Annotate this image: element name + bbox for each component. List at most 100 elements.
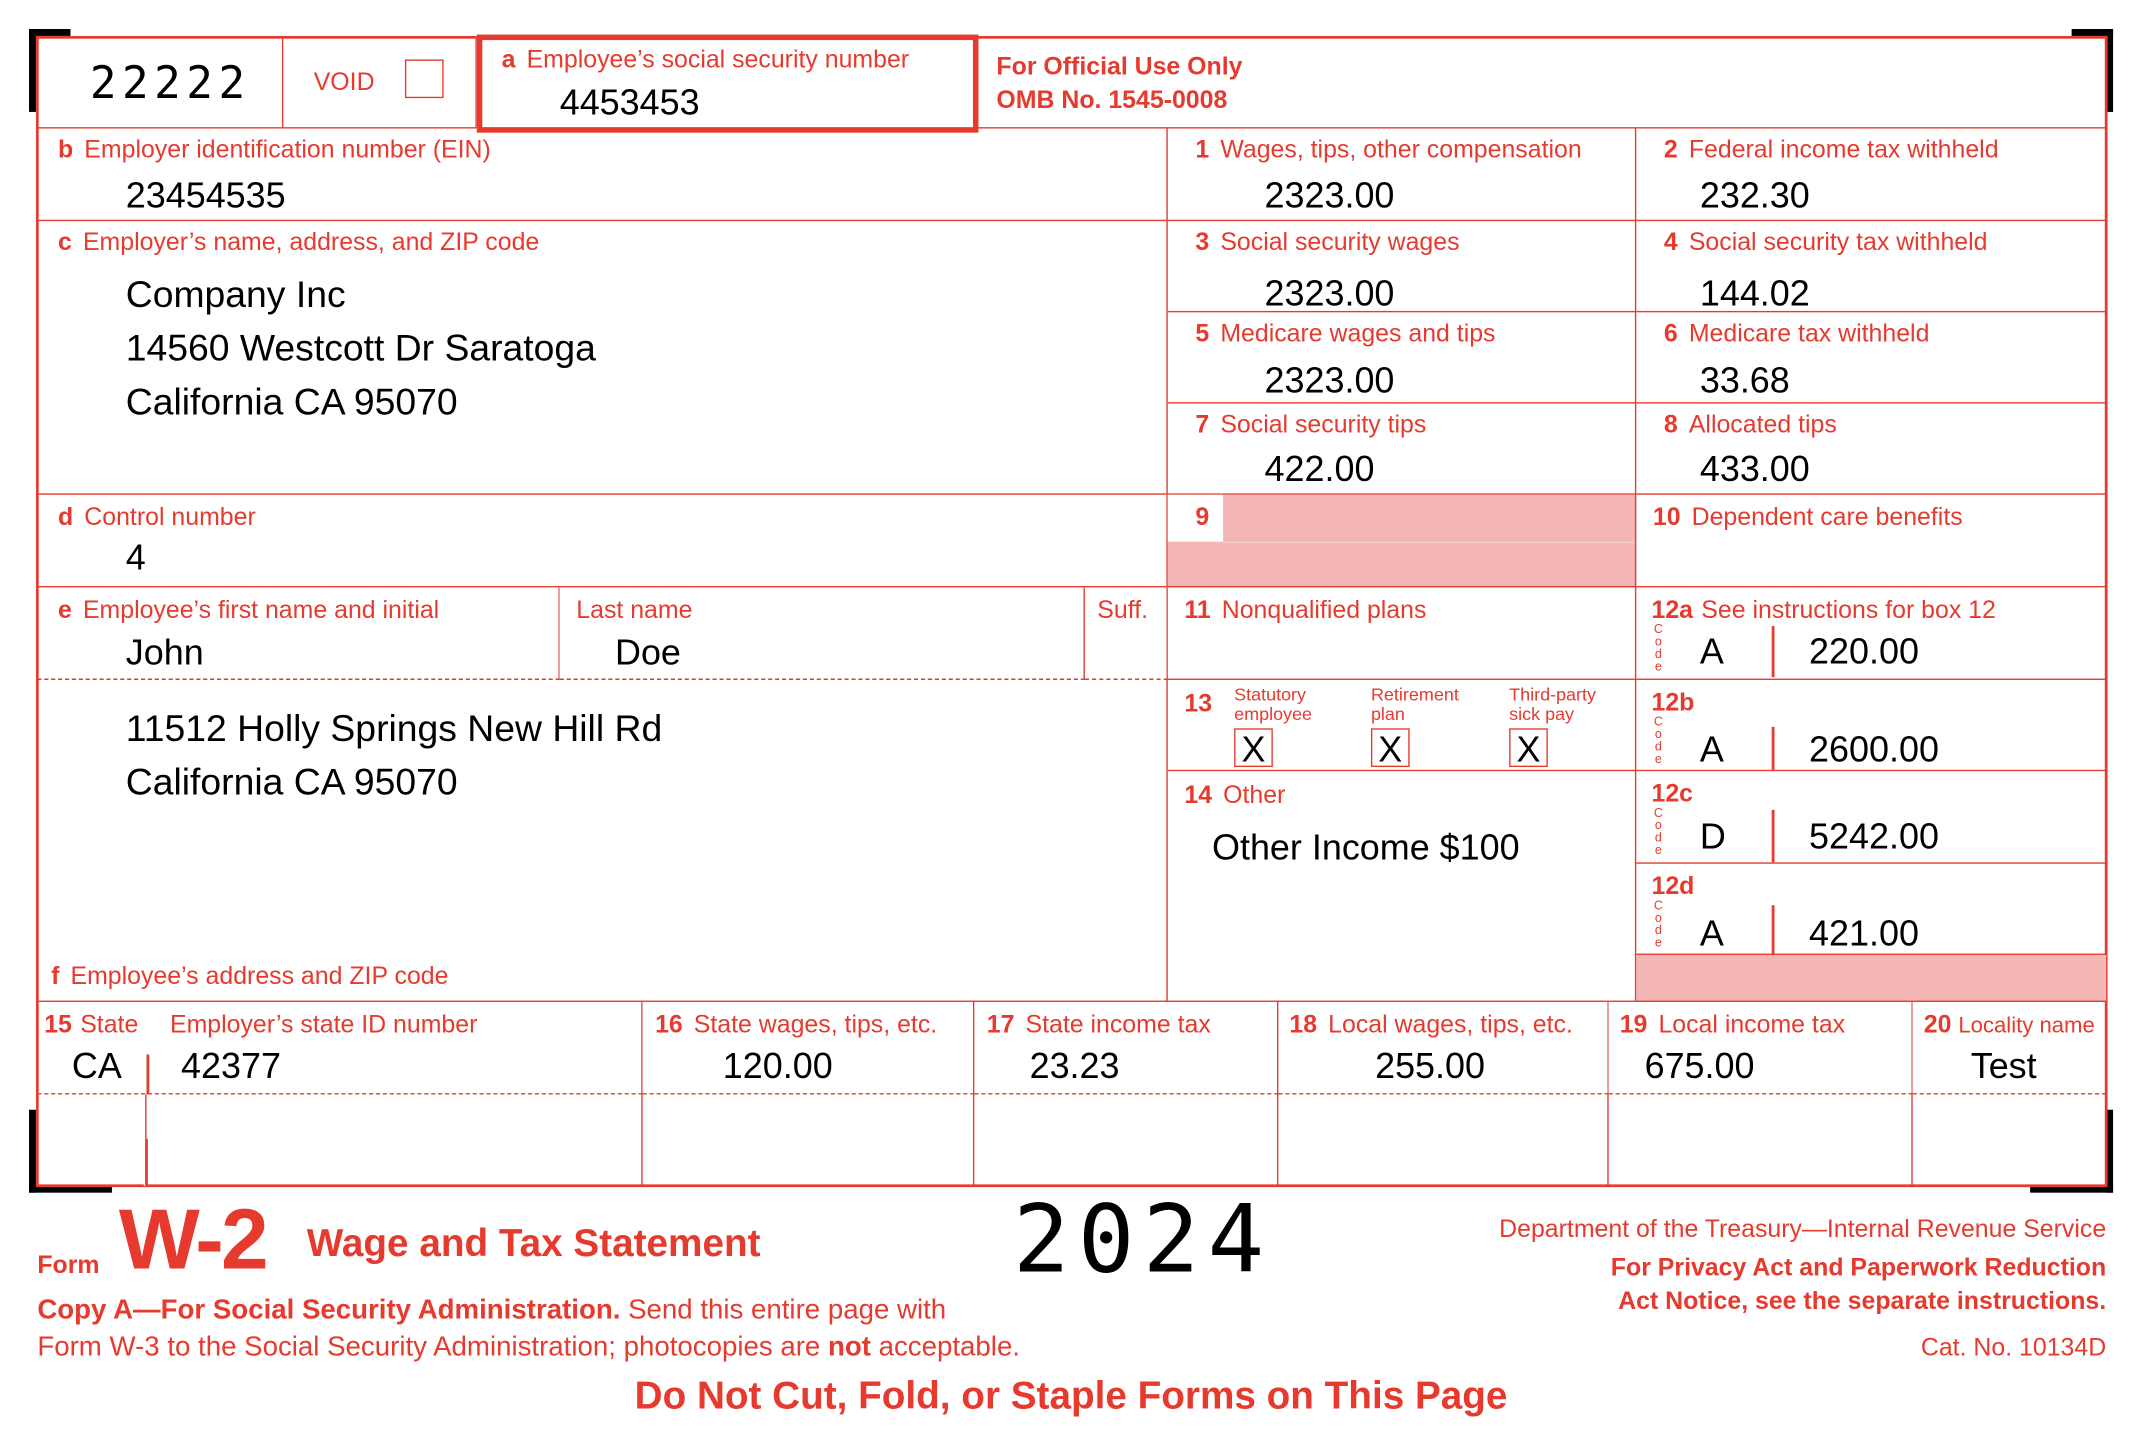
- box-f-label: Employee’s address and ZIP code: [70, 961, 449, 990]
- employee-last-name-cell: Last name Doe: [559, 587, 1085, 680]
- employer-city-zip[interactable]: California CA 95070: [125, 381, 458, 423]
- box-number: 14: [1184, 780, 1213, 809]
- box-1-value[interactable]: 2323.00: [1264, 174, 1395, 216]
- box-e-letter: e: [58, 595, 72, 624]
- retirement-plan-label: Retirement plan: [1370, 684, 1459, 725]
- box-18-row2[interactable]: [1278, 1094, 1609, 1186]
- corner-mark: [2030, 1185, 2114, 1193]
- tax-year: 2024: [1013, 1185, 1273, 1295]
- box-4-value[interactable]: 144.02: [1699, 272, 1810, 314]
- box-number: 1: [1195, 135, 1210, 164]
- employer-name[interactable]: Company Inc: [125, 273, 346, 316]
- box-number: 12d: [1651, 872, 1695, 900]
- box-3-value[interactable]: 2323.00: [1264, 272, 1395, 314]
- box-18-value[interactable]: 255.00: [1375, 1044, 1486, 1087]
- box-12a-amount[interactable]: 220.00: [1809, 630, 1919, 672]
- void-checkbox[interactable]: [404, 59, 444, 99]
- box-17-value[interactable]: 23.23: [1029, 1044, 1120, 1087]
- suffix-cell: Suff.: [1084, 587, 1168, 680]
- code-divider: [1771, 726, 1774, 770]
- copy-a-line1: Copy A—For Social Security Administratio…: [37, 1295, 946, 1327]
- official-use-cell: For Official Use Only OMB No. 1545-0008: [977, 37, 2107, 129]
- employee-city-zip[interactable]: California CA 95070: [125, 761, 458, 803]
- box-17-row2[interactable]: [974, 1094, 1279, 1186]
- box-12c-code[interactable]: D: [1699, 815, 1726, 857]
- box-label: Dependent care benefits: [1691, 503, 1963, 531]
- state-id-value[interactable]: 42377: [181, 1044, 281, 1087]
- state-value[interactable]: CA: [71, 1044, 122, 1087]
- state-2-cell[interactable]: [37, 1094, 147, 1186]
- box-number: 7: [1195, 410, 1210, 439]
- box-15: 15 State Employer’s state ID number CA 42…: [37, 1001, 643, 1095]
- statutory-employee-checkbox[interactable]: X: [1234, 728, 1273, 768]
- box-9: 9: [1167, 494, 1637, 588]
- ssn-value[interactable]: 4453453: [559, 81, 700, 123]
- third-party-sick-pay-checkbox[interactable]: X: [1509, 728, 1548, 768]
- box-number: 10: [1652, 503, 1681, 531]
- box-19-row2[interactable]: [1609, 1094, 1913, 1186]
- box-a-ssn: a Employee’s social security number 44534…: [476, 34, 979, 133]
- box-12b-code[interactable]: A: [1699, 728, 1724, 770]
- corner-mark: [29, 1109, 36, 1193]
- box-7-value[interactable]: 422.00: [1264, 447, 1375, 490]
- box-18: 18 Local wages, tips, etc. 255.00: [1278, 1001, 1609, 1095]
- corner-mark: [2106, 29, 2114, 112]
- box-number: 18: [1289, 1010, 1318, 1038]
- box-12d-amount[interactable]: 421.00: [1809, 912, 1919, 954]
- employee-first-name[interactable]: John: [125, 631, 204, 674]
- box-b-ein: b Employer identification number (EIN) 23…: [37, 128, 1168, 222]
- employer-address[interactable]: 14560 Westcott Dr Saratoga: [125, 327, 596, 369]
- box-number: 12c: [1651, 779, 1694, 808]
- box-12a-code[interactable]: A: [1699, 630, 1724, 672]
- box-label: State income tax: [1025, 1010, 1211, 1038]
- box-12c-amount[interactable]: 5242.00: [1809, 815, 1939, 857]
- box-5-value[interactable]: 2323.00: [1264, 359, 1395, 401]
- state-id-2-cell[interactable]: [146, 1094, 643, 1186]
- official-use-text: For Official Use Only: [996, 52, 1243, 81]
- box-b-letter: b: [58, 135, 74, 164]
- box-1: 1 Wages, tips, other compensation 2323.00: [1167, 128, 1637, 222]
- box-16-row2[interactable]: [643, 1094, 975, 1186]
- box-2-value[interactable]: 232.30: [1699, 174, 1810, 216]
- box-19-value[interactable]: 675.00: [1644, 1044, 1755, 1087]
- box-e-label: Employee’s first name and initial: [82, 595, 440, 624]
- box-16-value[interactable]: 120.00: [722, 1044, 833, 1087]
- code-divider: [1771, 626, 1774, 678]
- box-number: 16: [655, 1010, 683, 1038]
- void-cell: VOID: [283, 37, 477, 129]
- box-label: Locality name: [1958, 1014, 2095, 1038]
- copy-a-rest: Send this entire page with: [620, 1294, 947, 1326]
- employee-last-name[interactable]: Doe: [614, 631, 681, 674]
- ein-value[interactable]: 23454535: [125, 174, 286, 216]
- box-20-value[interactable]: Test: [1970, 1044, 2037, 1087]
- employee-street[interactable]: 11512 Holly Springs New Hill Rd: [125, 707, 663, 750]
- box-number: 5: [1195, 319, 1210, 347]
- state-divider: [145, 1138, 148, 1186]
- box-6-value[interactable]: 33.68: [1699, 359, 1790, 401]
- control-number-value[interactable]: 4: [125, 536, 146, 578]
- box-14-value[interactable]: Other Income $100: [1212, 826, 1520, 868]
- box-number: 11: [1184, 595, 1211, 624]
- box-14: 14 Other Other Income $100: [1167, 771, 1637, 1002]
- box-12b-amount[interactable]: 2600.00: [1809, 728, 1939, 770]
- box-19: 19 Local income tax 675.00: [1608, 1001, 1913, 1095]
- corner-mark: [29, 1185, 112, 1193]
- box-8-value[interactable]: 433.00: [1699, 447, 1810, 490]
- box-16: 16 State wages, tips, etc. 120.00: [642, 1001, 975, 1095]
- box-c-label: Employer’s name, address, and ZIP code: [82, 228, 540, 256]
- box-c-employer: c Employer’s name, address, and ZIP code …: [37, 221, 1168, 495]
- box-a-letter: a: [501, 45, 516, 74]
- last-name-label: Last name: [576, 595, 693, 624]
- catalog-number: Cat. No. 10134D: [1920, 1333, 2107, 1362]
- box-label: Other: [1223, 780, 1286, 809]
- box-10: 10 Dependent care benefits: [1636, 495, 2107, 588]
- suffix-label: Suff.: [1097, 595, 1149, 624]
- box-12d-code[interactable]: A: [1699, 912, 1724, 954]
- retirement-plan-checkbox[interactable]: X: [1370, 728, 1410, 768]
- shaded-area: [1636, 954, 2107, 1002]
- privacy-notice-line2: Act Notice, see the separate instruction…: [1618, 1286, 2107, 1315]
